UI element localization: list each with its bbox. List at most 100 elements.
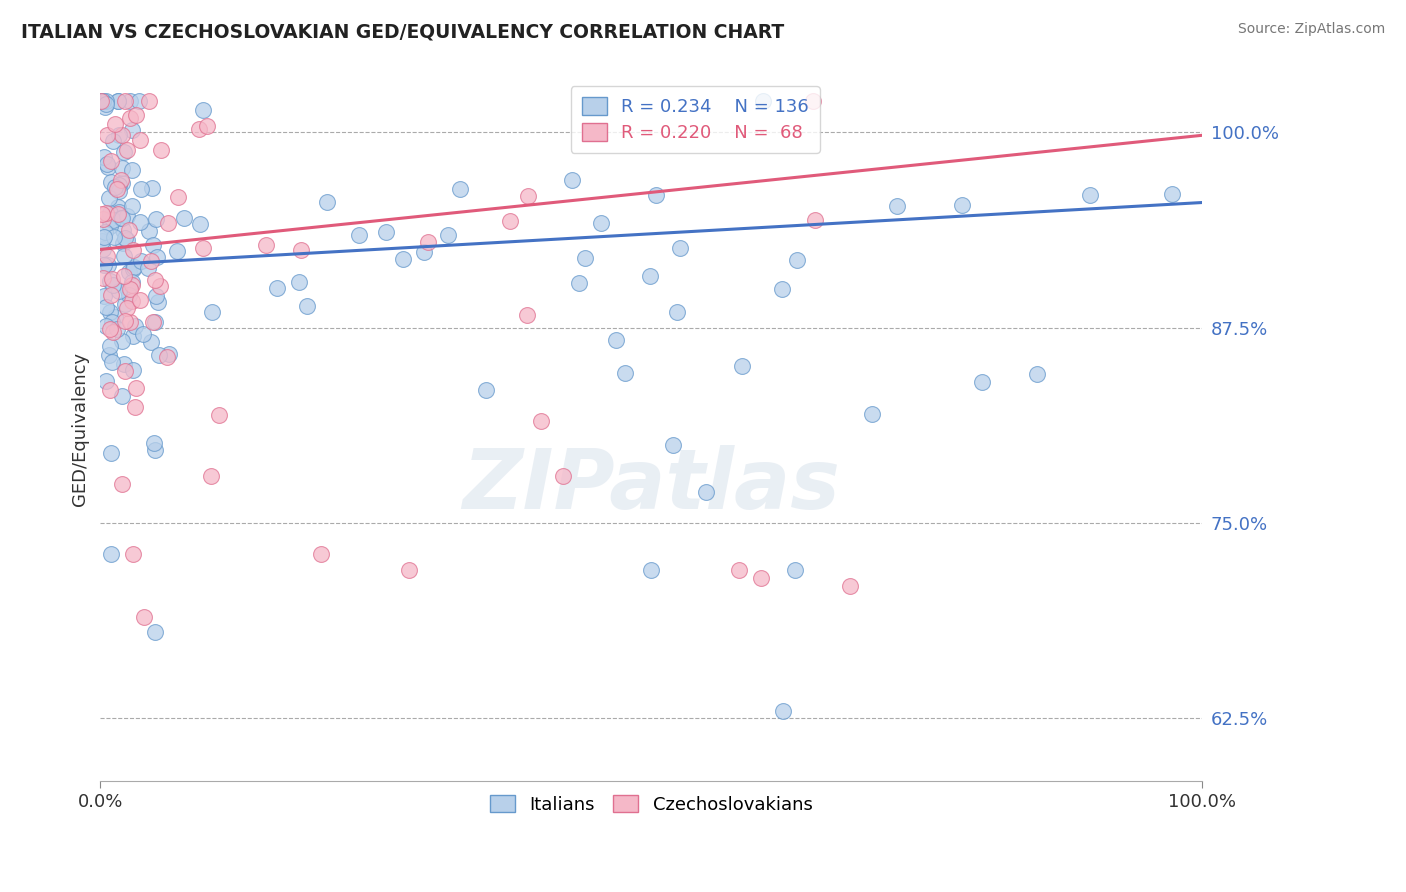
Point — [752, 94, 775, 108]
Point — [591, 216, 613, 230]
Point — [111, 176, 134, 190]
Point — [121, 293, 143, 308]
Point — [98, 338, 121, 352]
Point — [136, 260, 159, 275]
Point — [98, 305, 121, 319]
Point — [770, 282, 793, 296]
Point — [98, 190, 121, 204]
Point — [118, 288, 141, 302]
Point — [94, 97, 117, 112]
Point — [437, 228, 460, 243]
Point — [640, 563, 662, 577]
Point — [208, 408, 231, 422]
Point — [139, 254, 162, 268]
Point — [167, 190, 190, 204]
Point — [290, 243, 312, 257]
Point — [115, 209, 138, 223]
Text: Source: ZipAtlas.com: Source: ZipAtlas.com — [1237, 22, 1385, 37]
Point — [129, 181, 152, 195]
Point — [100, 175, 122, 189]
Point — [100, 322, 122, 336]
Point — [860, 407, 883, 421]
Point — [101, 213, 124, 227]
Point — [103, 134, 125, 148]
Point — [143, 442, 166, 457]
Point — [107, 94, 129, 108]
Text: ITALIAN VS CZECHOSLOVAKIAN GED/EQUIVALENCY CORRELATION CHART: ITALIAN VS CZECHOSLOVAKIAN GED/EQUIVALEN… — [21, 22, 785, 41]
Point — [200, 469, 222, 483]
Point — [121, 262, 143, 277]
Point — [112, 236, 135, 251]
Point — [138, 224, 160, 238]
Point — [173, 211, 195, 226]
Point — [391, 252, 413, 266]
Point — [121, 275, 143, 289]
Point — [118, 315, 141, 329]
Point — [107, 94, 129, 108]
Point — [316, 195, 339, 210]
Point — [97, 259, 120, 273]
Point — [114, 364, 136, 378]
Point — [143, 272, 166, 286]
Point — [188, 122, 211, 136]
Point — [193, 103, 215, 117]
Point — [93, 230, 115, 244]
Point — [129, 133, 152, 147]
Point — [111, 223, 134, 237]
Point — [112, 268, 135, 283]
Point — [499, 214, 522, 228]
Point — [970, 376, 993, 390]
Point — [97, 348, 120, 362]
Point — [157, 347, 180, 361]
Y-axis label: GED/Equivalency: GED/Equivalency — [72, 352, 89, 507]
Point — [100, 287, 122, 301]
Point — [94, 100, 117, 114]
Point — [101, 271, 124, 285]
Point — [121, 243, 143, 257]
Point — [638, 269, 661, 284]
Point — [118, 265, 141, 279]
Point — [94, 225, 117, 239]
Point — [416, 235, 439, 249]
Point — [108, 204, 131, 219]
Point — [1078, 187, 1101, 202]
Point — [786, 253, 808, 268]
Point — [96, 94, 118, 108]
Point — [103, 278, 125, 293]
Point — [110, 211, 132, 226]
Point — [803, 212, 825, 227]
Point — [121, 123, 143, 137]
Point — [101, 315, 124, 329]
Point — [122, 260, 145, 274]
Point — [114, 94, 136, 108]
Point — [838, 578, 860, 592]
Point — [530, 414, 553, 428]
Point — [91, 94, 114, 108]
Point — [103, 230, 125, 244]
Point — [100, 154, 122, 169]
Point — [94, 374, 117, 388]
Point — [122, 363, 145, 377]
Point — [138, 94, 160, 108]
Point — [295, 299, 318, 313]
Point — [100, 547, 122, 561]
Point — [132, 327, 155, 342]
Point — [613, 367, 636, 381]
Point — [110, 173, 132, 187]
Point — [950, 197, 973, 211]
Point — [605, 333, 627, 347]
Point — [475, 383, 498, 397]
Point — [146, 295, 169, 310]
Point — [111, 128, 134, 142]
Point — [695, 484, 717, 499]
Point — [112, 249, 135, 263]
Point — [413, 244, 436, 259]
Point — [93, 258, 115, 272]
Point — [157, 216, 180, 230]
Point — [108, 284, 131, 298]
Point — [801, 94, 824, 108]
Point — [91, 242, 114, 256]
Point — [96, 300, 118, 314]
Point — [111, 211, 134, 226]
Point — [98, 206, 121, 220]
